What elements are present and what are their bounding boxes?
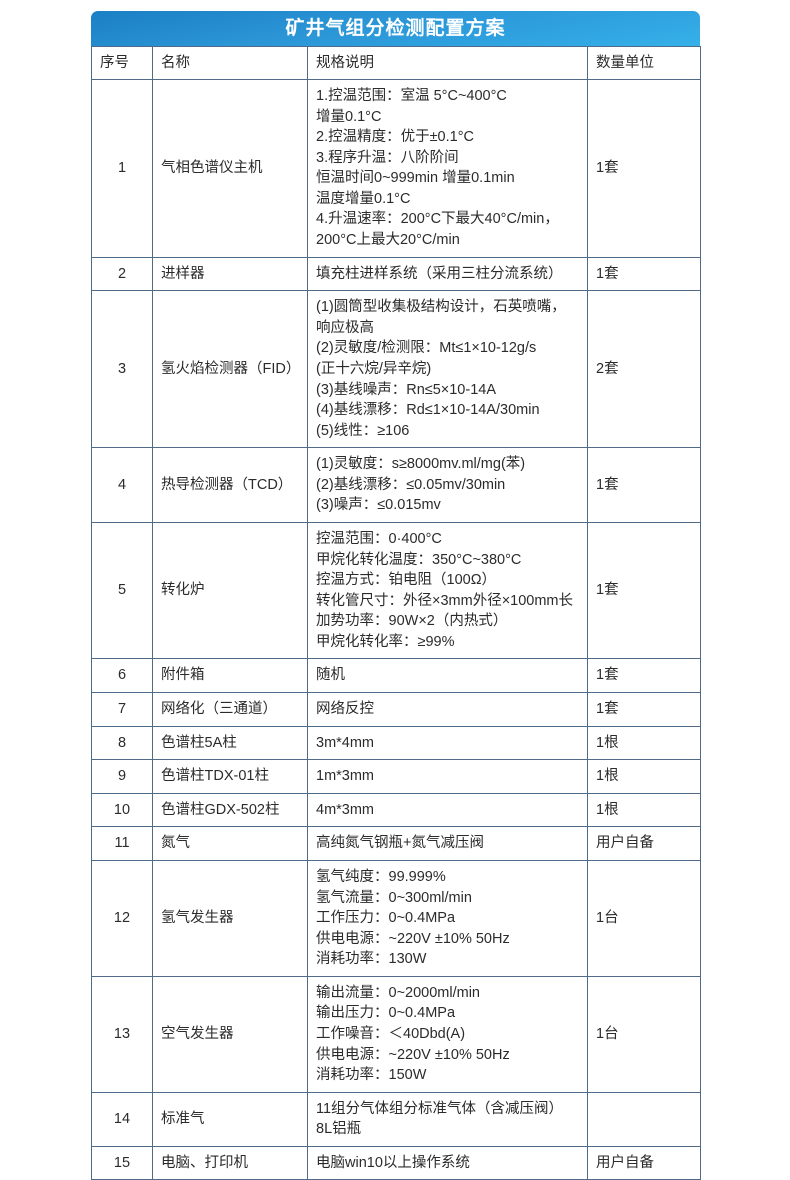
column-header-quantity: 数量单位 <box>587 46 701 80</box>
column-header-name: 名称 <box>152 46 308 80</box>
cell-name: 色谱柱GDX-502柱 <box>152 792 308 828</box>
cell-spec: 填充柱进样系统（采用三柱分流系统） <box>307 256 588 292</box>
table-row: 6 附件箱 随机 1套 <box>91 658 701 694</box>
table-row: 10 色谱柱GDX-502柱 4m*3mm 1根 <box>91 792 701 828</box>
cell-name: 氮气 <box>152 826 308 861</box>
cell-index: 13 <box>91 975 153 1093</box>
cell-name: 空气发生器 <box>152 975 308 1093</box>
table-row: 1 气相色谱仪主机 1.控温范围：室温 5°C~400°C 增量0.1°C 2.控温… <box>91 79 701 258</box>
table-row: 7 网络化（三通道） 网络反控 1套 <box>91 692 701 727</box>
table-row: 2 进样器 填充柱进样系统（采用三柱分流系统） 1套 <box>91 256 701 292</box>
cell-name: 热导检测器（TCD） <box>152 447 308 523</box>
cell-quantity: 1套 <box>587 692 701 727</box>
cell-quantity: 1根 <box>587 725 701 761</box>
cell-spec: 1.控温范围：室温 5°C~400°C 增量0.1°C 2.控温精度：优于±0.… <box>307 79 588 258</box>
table-row: 13 空气发生器 输出流量：0~2000ml/min 输出压力：0~0.4MPa 工… <box>91 975 701 1093</box>
cell-name: 色谱柱TDX-01柱 <box>152 759 308 794</box>
table-head: 序号 名称 规格说明 数量单位 <box>91 46 701 80</box>
cell-index: 11 <box>91 826 153 861</box>
cell-index: 2 <box>91 256 153 292</box>
cell-spec: (1)灵敏度：s≥8000mv.ml/mg(苯) (2)基线漂移：≤0.05mv… <box>307 447 588 523</box>
cell-index: 7 <box>91 692 153 727</box>
cell-spec: 电脑win10以上操作系统 <box>307 1145 588 1180</box>
cell-index: 1 <box>91 79 153 258</box>
cell-spec: 4m*3mm <box>307 792 588 828</box>
cell-spec: 11组分气体组分标准气体（含减压阀） 8L铝瓶 <box>307 1091 588 1147</box>
table-row: 5 转化炉 控温范围：0·400°C 甲烷化转化温度：350°C~380°C 控温方… <box>91 521 701 660</box>
cell-index: 10 <box>91 792 153 828</box>
page-root: 矿井气组分检测配置方案 序号 名称 规格说明 数量单位 1 气相色谱仪主机 1.控温… <box>91 11 701 1180</box>
cell-index: 12 <box>91 859 153 977</box>
cell-quantity: 1台 <box>587 975 701 1093</box>
table-row: 11 氮气 高纯氮气钢瓶+氮气减压阀 用户自备 <box>91 826 701 861</box>
cell-name: 氢气发生器 <box>152 859 308 977</box>
cell-name: 电脑、打印机 <box>152 1145 308 1180</box>
cell-index: 14 <box>91 1091 153 1147</box>
cell-index: 15 <box>91 1145 153 1180</box>
cell-index: 5 <box>91 521 153 660</box>
cell-quantity: 用户自备 <box>587 1145 701 1180</box>
column-header-spec: 规格说明 <box>307 46 588 80</box>
cell-spec: 随机 <box>307 658 588 694</box>
cell-quantity: 2套 <box>587 290 701 449</box>
cell-quantity: 用户自备 <box>587 826 701 861</box>
cell-spec: 控温范围：0·400°C 甲烷化转化温度：350°C~380°C 控温方式：铂电… <box>307 521 588 660</box>
cell-spec: 高纯氮气钢瓶+氮气减压阀 <box>307 826 588 861</box>
cell-index: 9 <box>91 759 153 794</box>
cell-name: 进样器 <box>152 256 308 292</box>
cell-index: 8 <box>91 725 153 761</box>
table-header-row: 序号 名称 规格说明 数量单位 <box>91 46 701 80</box>
cell-index: 6 <box>91 658 153 694</box>
cell-name: 附件箱 <box>152 658 308 694</box>
spec-table-container: 矿井气组分检测配置方案 序号 名称 规格说明 数量单位 1 气相色谱仪主机 1.控温… <box>91 11 701 1180</box>
cell-index: 3 <box>91 290 153 449</box>
table-row: 4 热导检测器（TCD） (1)灵敏度：s≥8000mv.ml/mg(苯) (2)基… <box>91 447 701 523</box>
cell-quantity: 1根 <box>587 792 701 828</box>
cell-name: 网络化（三通道） <box>152 692 308 727</box>
cell-quantity: 1套 <box>587 447 701 523</box>
table-body: 1 气相色谱仪主机 1.控温范围：室温 5°C~400°C 增量0.1°C 2.控温… <box>91 79 701 1180</box>
cell-spec: (1)圆筒型收集极结构设计，石英喷嘴， 响应极高 (2)灵敏度/检测限：Mt≤1… <box>307 290 588 449</box>
cell-quantity: 1套 <box>587 658 701 694</box>
table-row: 14 标准气 11组分气体组分标准气体（含减压阀） 8L铝瓶 <box>91 1091 701 1147</box>
table-row: 15 电脑、打印机 电脑win10以上操作系统 用户自备 <box>91 1145 701 1180</box>
cell-quantity <box>587 1091 701 1147</box>
cell-quantity: 1套 <box>587 256 701 292</box>
table-row: 12 氢气发生器 氢气纯度：99.999% 氢气流量：0~300ml/min 工作压… <box>91 859 701 977</box>
cell-spec: 3m*4mm <box>307 725 588 761</box>
cell-quantity: 1套 <box>587 521 701 660</box>
table-row: 8 色谱柱5A柱 3m*4mm 1根 <box>91 725 701 761</box>
cell-index: 4 <box>91 447 153 523</box>
cell-spec: 1m*3mm <box>307 759 588 794</box>
cell-spec: 网络反控 <box>307 692 588 727</box>
cell-quantity: 1套 <box>587 79 701 258</box>
table-row: 9 色谱柱TDX-01柱 1m*3mm 1根 <box>91 759 701 794</box>
cell-spec: 输出流量：0~2000ml/min 输出压力：0~0.4MPa 工作噪音：＜40… <box>307 975 588 1093</box>
cell-name: 气相色谱仪主机 <box>152 79 308 258</box>
cell-name: 标准气 <box>152 1091 308 1147</box>
cell-name: 转化炉 <box>152 521 308 660</box>
cell-name: 氢火焰检测器（FID） <box>152 290 308 449</box>
cell-quantity: 1台 <box>587 859 701 977</box>
table-title: 矿井气组分检测配置方案 <box>91 11 700 46</box>
spec-table: 序号 名称 规格说明 数量单位 1 气相色谱仪主机 1.控温范围：室温 5°C~40… <box>91 46 701 1180</box>
cell-spec: 氢气纯度：99.999% 氢气流量：0~300ml/min 工作压力：0~0.4… <box>307 859 588 977</box>
cell-quantity: 1根 <box>587 759 701 794</box>
table-row: 3 氢火焰检测器（FID） (1)圆筒型收集极结构设计，石英喷嘴， 响应极高 (2)… <box>91 290 701 449</box>
column-header-index: 序号 <box>91 46 153 80</box>
cell-name: 色谱柱5A柱 <box>152 725 308 761</box>
